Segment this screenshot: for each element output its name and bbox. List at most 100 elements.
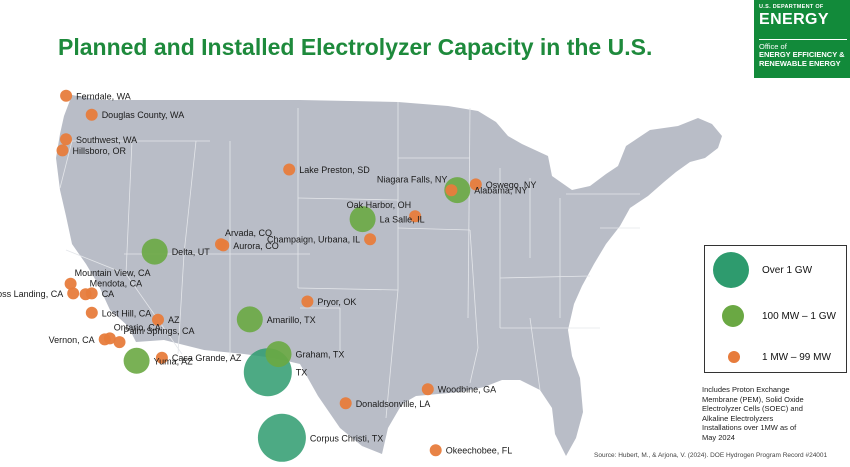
site-marker-3[interactable]	[56, 144, 69, 157]
site-label-9: La Salle, IL	[380, 215, 425, 225]
site-label-13: Aurora, CO	[233, 241, 279, 251]
state-border-11	[297, 197, 399, 201]
state-border-7	[177, 253, 185, 355]
site-label-21: Vernon, CA	[49, 335, 95, 345]
site-label-2: Southwest, WA	[76, 135, 137, 145]
site-marker-5[interactable]	[445, 184, 458, 197]
site-marker-22[interactable]	[113, 336, 126, 349]
site-marker-13[interactable]	[217, 239, 230, 252]
logo-line-office: Office of	[759, 42, 787, 51]
logo-line-efficiency: ENERGY EFFICIENCY &	[759, 50, 845, 60]
site-label-5: Niagara Falls, NY	[377, 174, 448, 184]
site-marker-6[interactable]	[469, 178, 482, 191]
source-citation: Source: Hubert, M., & Arjona, V. (2024).…	[594, 452, 828, 459]
doe-eere-logo: U.S. DEPARTMENT OF ENERGY Office of ENER…	[754, 0, 850, 78]
map-title: Planned and Installed Electrolyzer Capac…	[58, 34, 653, 60]
site-label-19: AZ	[168, 315, 180, 325]
site-labels: TX Corpus Christi, TX Alabama, NY La Salle,…	[0, 91, 536, 455]
site-marker-23[interactable]	[123, 347, 150, 374]
site-marker-16[interactable]	[85, 287, 98, 300]
site-marker-32[interactable]	[429, 444, 442, 457]
site-marker-14[interactable]	[64, 277, 77, 290]
logo-divider	[759, 39, 847, 40]
contiguous-us-shape	[56, 95, 722, 456]
site-markers	[56, 89, 482, 462]
site-label-18: Lost Hill, CA	[102, 308, 152, 318]
site-marker-24[interactable]	[155, 351, 168, 364]
site-marker-10[interactable]	[364, 233, 377, 246]
legend: Over 1 GW 100 MW – 1 GW 1 MW – 99 MW	[704, 245, 847, 373]
site-label-30: Donaldsonville, LA	[356, 399, 431, 409]
site-marker-4[interactable]	[283, 163, 296, 176]
site-marker-19[interactable]	[152, 313, 164, 326]
state-border-21	[469, 347, 479, 384]
state-border-3	[65, 249, 127, 275]
site-label-32: Okeechobee, FL	[446, 446, 513, 456]
state-border-18	[397, 227, 471, 231]
site-marker-27[interactable]	[265, 341, 292, 368]
legend-label-large: Over 1 GW	[762, 265, 813, 276]
site-label-15: Mendota, CA	[90, 278, 143, 288]
site-marker-17[interactable]	[67, 287, 80, 300]
legend-item-medium: 100 MW – 1 GW	[705, 305, 846, 327]
site-marker-2[interactable]	[60, 133, 72, 146]
state-border-24	[499, 275, 591, 279]
site-label-24: Casa Grande, AZ	[172, 353, 242, 363]
site-label-14: Mountain View, CA	[75, 268, 151, 278]
site-label-6: Oswego, NY	[486, 180, 537, 190]
logo-line-department: U.S. DEPARTMENT OF	[759, 4, 824, 10]
legend-swatch-medium	[722, 305, 744, 327]
state-border-12	[297, 287, 399, 291]
state-border-2	[125, 140, 133, 275]
site-marker-18[interactable]	[85, 306, 98, 319]
site-marker-31[interactable]	[421, 383, 434, 396]
site-marker-9[interactable]	[349, 206, 376, 233]
state-border-1	[59, 140, 73, 189]
legend-swatch-small	[728, 351, 740, 363]
state-border-5	[183, 140, 197, 255]
site-label-17: Moss Landing, CA	[0, 289, 63, 299]
state-border-19	[467, 107, 471, 319]
legend-label-medium: 100 MW – 1 GW	[762, 311, 836, 322]
legend-label-small: 1 MW – 99 MW	[762, 352, 831, 363]
legend-item-large: Over 1 GW	[705, 252, 846, 288]
site-marker-30[interactable]	[339, 397, 352, 410]
us-map: TX Corpus Christi, TX Alabama, NY La Salle,…	[0, 89, 722, 462]
site-label-29: Corpus Christi, TX	[310, 433, 383, 443]
site-label-26: Amarillo, TX	[267, 315, 316, 325]
site-label-0: Ferndale, WA	[76, 91, 131, 101]
site-marker-25[interactable]	[301, 295, 314, 308]
site-marker-1[interactable]	[85, 108, 98, 121]
site-marker-8[interactable]	[409, 210, 422, 223]
site-label-31: Woodbine, GA	[438, 385, 496, 395]
site-label-12: Arvada, CO	[225, 228, 272, 238]
site-label-1: Douglas County, WA	[102, 110, 185, 120]
us-landmass	[56, 95, 722, 456]
site-label-10: Champaign, Urbana, IL	[267, 235, 360, 245]
legend-note: Includes Proton Exchange Membrane (PEM),…	[702, 385, 804, 442]
site-marker-21[interactable]	[98, 333, 111, 346]
site-marker-11[interactable]	[141, 238, 168, 265]
logo-office: Office of ENERGY EFFICIENCY & RENEWABLE …	[759, 42, 850, 68]
site-label-28: TX	[296, 368, 308, 378]
state-borders	[59, 102, 640, 419]
site-label-16: CA	[102, 289, 115, 299]
site-label-23: Yuma, AZ	[154, 356, 194, 366]
legend-item-small: 1 MW – 99 MW	[705, 351, 846, 367]
site-label-7: Alabama, NY	[474, 186, 527, 196]
state-border-27	[529, 317, 541, 391]
state-border-16	[385, 289, 399, 419]
site-marker-26[interactable]	[236, 306, 263, 333]
site-label-20: Ontario, CA	[114, 322, 161, 332]
site-label-27: Graham, TX	[296, 350, 345, 360]
state-border-4	[125, 273, 183, 355]
site-label-8: Oak Harbor, OH	[347, 200, 412, 210]
site-label-4: Lake Preston, SD	[299, 165, 370, 175]
logo-line-energy: ENERGY	[759, 11, 829, 28]
legend-swatch-large	[713, 252, 749, 288]
site-marker-0[interactable]	[60, 89, 73, 102]
site-label-11: Delta, UT	[172, 247, 211, 257]
site-label-3: Hillsboro, OR	[73, 146, 127, 156]
site-marker-29[interactable]	[257, 413, 306, 462]
site-label-25: Pryor, OK	[317, 297, 356, 307]
